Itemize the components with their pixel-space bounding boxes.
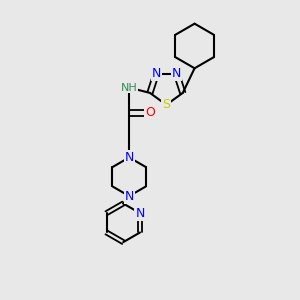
Text: N: N	[152, 67, 161, 80]
Text: N: N	[124, 190, 134, 202]
Text: N: N	[172, 67, 181, 80]
Text: O: O	[145, 106, 155, 119]
Text: NH: NH	[121, 82, 138, 93]
Text: N: N	[124, 151, 134, 164]
Text: N: N	[135, 207, 145, 220]
Text: S: S	[162, 98, 170, 111]
